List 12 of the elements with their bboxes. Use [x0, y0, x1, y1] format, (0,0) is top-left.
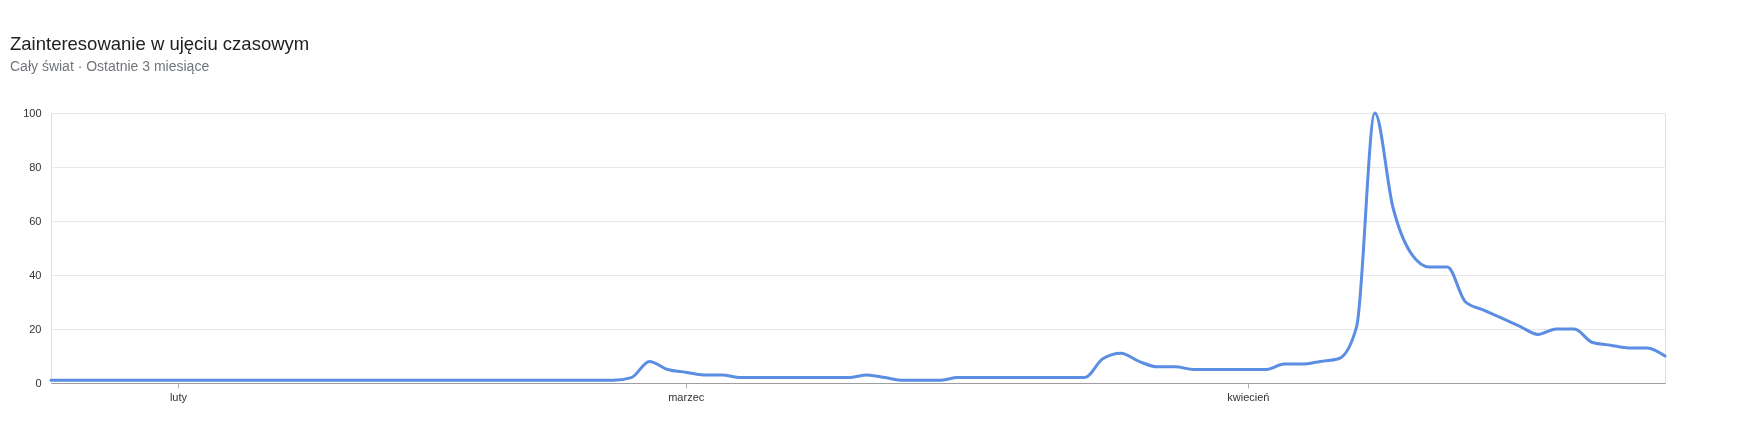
chart-title: Zainteresowanie w ujęciu czasowym [10, 32, 310, 54]
x-tick-label: marzec [668, 390, 705, 403]
y-tick-label: 80 [29, 160, 42, 173]
y-tick-label: 60 [29, 214, 42, 227]
x-tick-label: luty [169, 390, 188, 403]
chart-subtitle: Cały świat · Ostatnie 3 miesiące [10, 58, 210, 74]
y-tick-label: 100 [23, 106, 42, 119]
y-tick-label: 20 [29, 322, 42, 335]
line-series [49, 111, 1667, 382]
x-tick-label: kwiecień [1227, 390, 1270, 403]
y-tick-label: 0 [35, 376, 42, 389]
y-tick-label: 40 [29, 268, 42, 281]
